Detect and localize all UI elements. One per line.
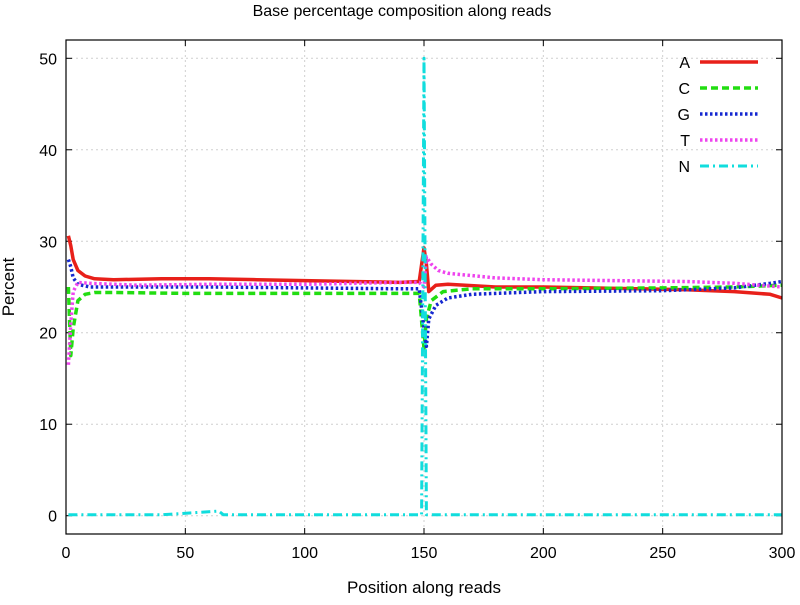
x-axis-label: Position along reads (347, 578, 501, 597)
series-line-c (66, 283, 783, 358)
plot-frame (65, 39, 783, 535)
x-tick-label: 0 (62, 545, 71, 562)
x-tick-label: 100 (291, 545, 318, 562)
legend-label-n: N (678, 159, 690, 176)
y-tick-label: 0 (48, 509, 57, 526)
y-tick-label: 50 (39, 51, 57, 68)
axis-ticks: 0 50 100 150 200 250 300 0 10 20 30 40 50 (39, 40, 795, 562)
y-tick-label: 20 (39, 326, 57, 343)
series-line-g (66, 259, 783, 349)
y-axis-label: Percent (0, 257, 18, 316)
x-tick-label: 150 (411, 545, 438, 562)
x-tick-label: 250 (649, 545, 676, 562)
legend-label-c: C (678, 81, 690, 98)
series-line-n (68, 56, 782, 517)
x-tick-label: 300 (769, 545, 796, 562)
x-tick-label: 50 (176, 545, 194, 562)
x-tick-label: 200 (530, 545, 557, 562)
legend-label-a: A (679, 55, 690, 72)
y-tick-label: 30 (39, 234, 57, 251)
legend-label-g: G (678, 107, 690, 124)
y-tick-label: 40 (39, 143, 57, 160)
y-tick-label: 10 (39, 417, 57, 434)
series-lines (66, 56, 783, 517)
legend-label-t: T (680, 133, 690, 150)
chart-title: Base percentage composition along reads (253, 3, 552, 20)
